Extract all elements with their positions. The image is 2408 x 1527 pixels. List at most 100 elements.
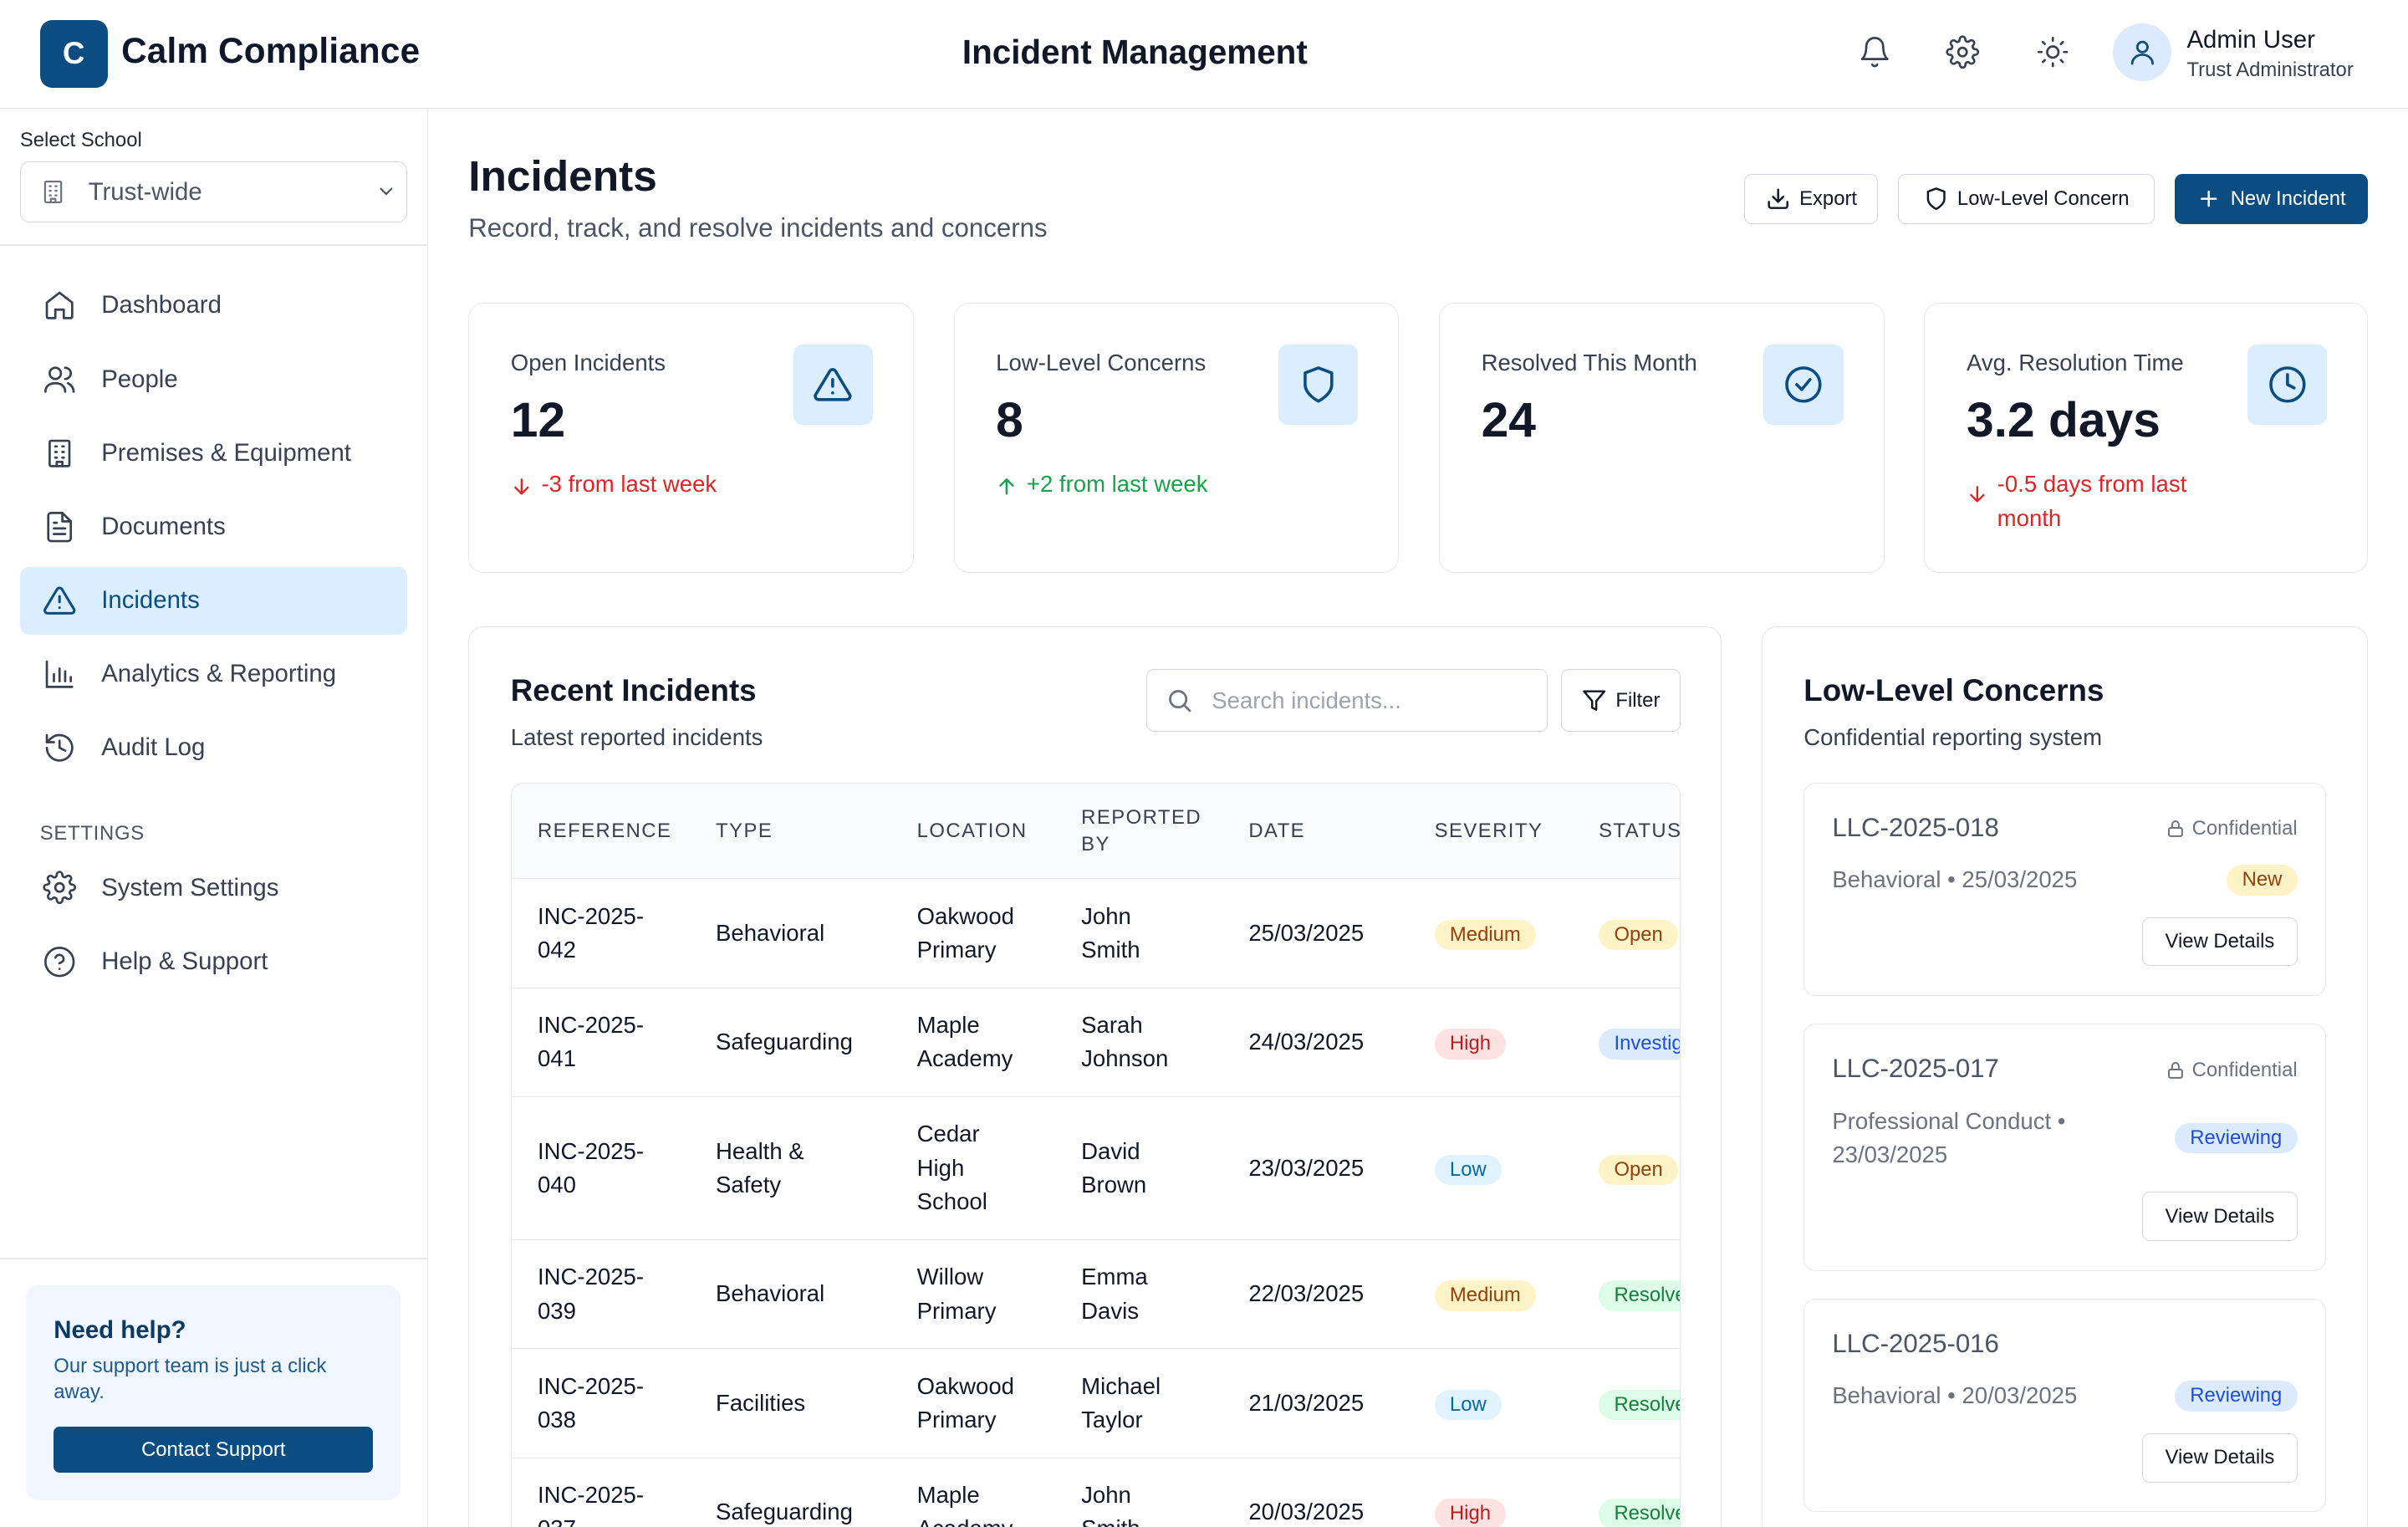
help-box: Need help? Our support team is just a cl… (26, 1285, 401, 1501)
cell-location: Oakwood Primary (890, 878, 1055, 988)
search-input[interactable] (1212, 687, 1519, 714)
table-row[interactable]: INC-2025-039 Behavioral Willow Primary E… (511, 1239, 1681, 1350)
column-header-severity[interactable]: SEVERITY (1408, 783, 1573, 880)
severity-badge: Low (1434, 1389, 1502, 1421)
sidebar-item-premises[interactable]: Premises & Equipment (20, 419, 407, 487)
cell-severity: Low (1408, 1096, 1573, 1240)
table-row[interactable]: INC-2025-037 Safeguarding Maple Academy … (511, 1458, 1681, 1527)
cell-reported-by: David Brown (1054, 1096, 1223, 1240)
cell-reported-by: Michael Taylor (1054, 1348, 1223, 1458)
cell-date: 23/03/2025 (1222, 1096, 1409, 1240)
filter-icon (1583, 690, 1606, 711)
page-title: Incidents (468, 151, 657, 200)
severity-badge: High (1434, 1028, 1507, 1060)
view-details-button[interactable]: View Details (2142, 1192, 2298, 1242)
sidebar-item-label: Help & Support (101, 947, 268, 975)
status-badge: Reviewing (2174, 1381, 2298, 1412)
stat-delta: -3 from last week (511, 467, 717, 501)
status-badge: Resolved (1599, 1498, 1681, 1527)
view-details-button[interactable]: View Details (2142, 917, 2298, 967)
cell-reference: INC-2025-042 (511, 878, 690, 988)
status-badge: Reviewing (2174, 1122, 2298, 1154)
contact-support-button[interactable]: Contact Support (54, 1427, 374, 1473)
document-icon (47, 511, 73, 543)
cell-reported-by: John Smith (1054, 1458, 1223, 1527)
cell-status: Investigating (1572, 988, 1681, 1098)
help-title: Need help? (54, 1316, 186, 1345)
view-details-button[interactable]: View Details (2142, 1433, 2298, 1483)
cell-severity: High (1408, 1458, 1573, 1527)
avatar[interactable] (2113, 23, 2172, 82)
brand-name[interactable]: Calm Compliance (121, 30, 421, 70)
filter-button[interactable]: Filter (1561, 668, 1681, 733)
school-select[interactable]: Trust-wide (19, 161, 407, 223)
sidebar-item-dashboard[interactable]: Dashboard (20, 272, 407, 340)
llc-card: LLC-2025-017 Confidential Professional C… (1803, 1024, 2326, 1271)
sidebar: Select School Trust-wide Dashboard Peopl… (0, 109, 429, 1527)
user-name[interactable]: Admin User (2186, 26, 2315, 54)
export-label: Export (1799, 186, 1858, 210)
table-row[interactable]: INC-2025-038 Facilities Oakwood Primary … (511, 1348, 1681, 1458)
sidebar-item-audit-log[interactable]: Audit Log (20, 714, 407, 782)
sidebar-item-analytics[interactable]: Analytics & Reporting (20, 641, 407, 708)
cell-reference: INC-2025-040 (511, 1096, 690, 1240)
sidebar-item-label: System Settings (101, 873, 279, 901)
table-row[interactable]: INC-2025-040 Health & Safety Cedar High … (511, 1096, 1681, 1240)
cell-type: Safeguarding (689, 1458, 891, 1527)
cell-date: 24/03/2025 (1222, 988, 1409, 1098)
gear-icon[interactable] (1944, 33, 1981, 70)
brand-logo[interactable]: C (39, 19, 108, 88)
export-button[interactable]: Export (1744, 173, 1879, 225)
stat-card-low-level-concerns: Low-Level Concerns 8 +2 from last week (953, 302, 1400, 574)
column-header-reference[interactable]: REFERENCE (511, 783, 690, 880)
llc-reference: LLC-2025-017 (1832, 1054, 1999, 1084)
sidebar-item-help-support[interactable]: Help & Support (20, 927, 407, 995)
status-badge: Resolved (1599, 1280, 1681, 1311)
sidebar-item-label: People (101, 365, 178, 393)
home-icon (46, 291, 74, 319)
sidebar-item-people[interactable]: People (20, 345, 407, 413)
cell-reference: INC-2025-039 (511, 1239, 690, 1350)
stat-delta: +2 from last week (996, 467, 1208, 501)
search-box (1146, 668, 1548, 733)
cell-status: Open (1572, 1096, 1681, 1240)
recent-incidents-panel: Recent Incidents Latest reported inciden… (468, 626, 1722, 1527)
stat-delta-text: +2 from last week (1026, 471, 1208, 498)
confidential-tag: Confidential (2166, 1059, 2298, 1082)
llc-card: LLC-2025-018 Confidential Behavioral • 2… (1803, 782, 2326, 997)
clock-icon (2247, 345, 2328, 425)
llc-meta: Behavioral • 25/03/2025 (1832, 866, 2078, 893)
gear-icon (43, 871, 77, 905)
sidebar-item-incidents[interactable]: Incidents (19, 566, 407, 635)
page-subtitle: Record, track, and resolve incidents and… (468, 213, 1048, 243)
stat-label: Low-Level Concerns (996, 349, 1207, 375)
confidential-tag: Confidential (2166, 817, 2298, 840)
cell-type: Facilities (689, 1348, 891, 1458)
sidebar-item-documents[interactable]: Documents (20, 493, 407, 561)
table-row[interactable]: INC-2025-042 Behavioral Oakwood Primary … (511, 878, 1681, 988)
filter-label: Filter (1615, 688, 1661, 712)
column-header-reported-by[interactable]: REPORTED BY (1054, 783, 1223, 880)
download-icon (1768, 188, 1788, 210)
low-level-concern-button[interactable]: Low-Level Concern (1898, 173, 2155, 225)
stat-value: 3.2 days (1966, 393, 2161, 448)
stat-value: 12 (510, 393, 566, 448)
new-incident-button[interactable]: New Incident (2174, 173, 2369, 225)
table-row[interactable]: INC-2025-041 Safeguarding Maple Academy … (511, 988, 1681, 1098)
llc-reference: LLC-2025-018 (1832, 812, 1999, 842)
column-header-location[interactable]: LOCATION (890, 783, 1055, 880)
column-header-date[interactable]: DATE (1222, 783, 1409, 880)
school-select-value: Trust-wide (88, 177, 202, 206)
cell-date: 20/03/2025 (1222, 1458, 1409, 1527)
arrow-down-icon (513, 478, 529, 495)
column-header-status[interactable]: STATUS (1572, 783, 1681, 880)
cell-reported-by: Emma Davis (1054, 1239, 1223, 1350)
sun-icon[interactable] (2035, 33, 2072, 70)
history-icon (46, 733, 74, 762)
status-badge: New (2227, 865, 2298, 896)
status-badge: Open (1599, 919, 1679, 951)
bell-icon[interactable] (1857, 33, 1894, 70)
column-header-type[interactable]: TYPE (689, 783, 891, 880)
sidebar-item-system-settings[interactable]: System Settings (20, 854, 407, 922)
